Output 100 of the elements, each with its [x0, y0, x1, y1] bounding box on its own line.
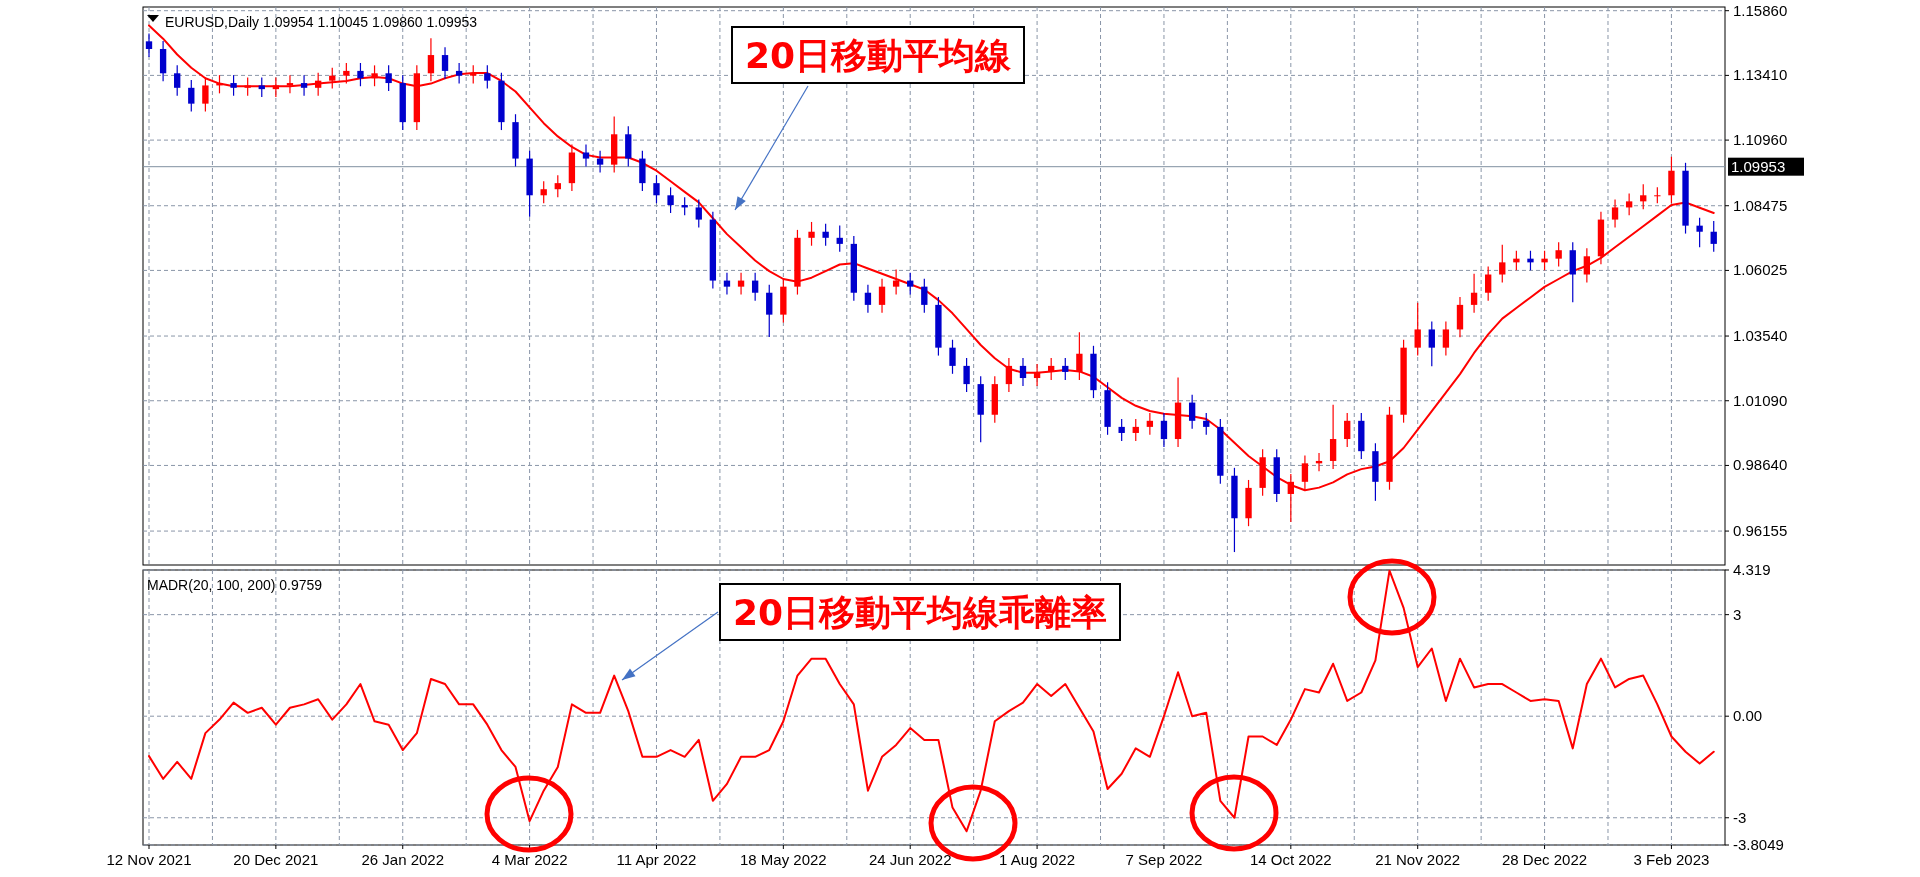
candlestick: [949, 339, 956, 375]
candlestick: [1541, 250, 1548, 271]
candlestick: [470, 64, 477, 85]
candlestick: [1527, 250, 1534, 271]
candlestick: [455, 62, 463, 85]
candlestick: [1428, 320, 1435, 367]
annotation: 20日移動平均線: [744, 35, 1013, 76]
candlestick: [1442, 320, 1450, 357]
x-tick-label: 24 Jun 2022: [868, 851, 952, 868]
candlestick: [695, 198, 702, 229]
x-tick-label: 28 Dec 2022: [1502, 851, 1588, 868]
candlestick: [1203, 412, 1210, 436]
candlestick: [766, 284, 773, 338]
y-tick-label: 0.98640: [1733, 456, 1788, 474]
candlestick: [907, 272, 914, 296]
candlestick: [963, 357, 970, 393]
candlestick: [653, 174, 660, 204]
x-tick-label: 14 Oct 2022: [1249, 851, 1332, 868]
candlestick: [1062, 357, 1069, 381]
candlestick: [441, 46, 449, 80]
candlestick: [1470, 273, 1478, 314]
candlestick: [202, 76, 209, 113]
y-tick-label: -3.8049: [1733, 836, 1784, 853]
x-tick-label: 21 Nov 2022: [1375, 851, 1461, 868]
candlestick: [329, 67, 336, 90]
candlestick: [1146, 412, 1154, 436]
text: EURUSD,Daily 1.09954 1.10045 1.09860 1.09953: [165, 14, 478, 30]
x-tick-label: 1 Aug 2022: [999, 851, 1076, 868]
x-tick-label: 3 Feb 2023: [1633, 851, 1710, 868]
x-tick-label: 26 Jan 2022: [361, 851, 445, 868]
candlestick: [681, 196, 688, 216]
candlestick: [1188, 394, 1196, 430]
candlestick: [878, 278, 886, 314]
candlestick: [343, 62, 350, 85]
x-tick-label: 12 Nov 2021: [106, 851, 192, 868]
candlestick: [258, 76, 265, 98]
candlestick: [1132, 418, 1139, 442]
candlestick: [751, 272, 759, 302]
y-tick-label: 3: [1733, 605, 1742, 623]
candlestick: [667, 186, 674, 214]
candlestick: [1005, 357, 1013, 393]
candlestick: [1710, 220, 1717, 253]
ref-line-label: 1.09953: [1731, 157, 1786, 175]
candlestick: [174, 64, 181, 97]
candlestick: [1019, 357, 1027, 387]
y-tick-label: 1.06025: [1733, 261, 1788, 279]
candlestick: [1640, 183, 1647, 210]
candlestick: [540, 180, 547, 204]
text: MADR(20, 100, 200) 0.9759: [147, 577, 323, 593]
candlestick: [864, 284, 872, 314]
y-tick-label: -3: [1733, 808, 1747, 826]
candlestick: [892, 268, 900, 296]
candlestick: [1611, 198, 1619, 229]
candlestick: [554, 174, 561, 198]
x-tick-label: 20 Dec 2021: [233, 851, 319, 868]
x-tick-label: 11 Apr 2022: [616, 851, 697, 868]
candlestick: [1625, 192, 1633, 216]
candlestick: [822, 223, 829, 247]
x-tick-label: 4 Mar 2022: [491, 851, 568, 868]
candlestick: [582, 143, 590, 168]
candlestick: [836, 224, 843, 253]
y-tick-label: 1.03540: [1733, 327, 1788, 345]
candlestick: [1485, 265, 1492, 302]
candlestick: [357, 62, 364, 87]
candlestick: [216, 74, 223, 94]
annotation: 20日移動平均線乖離率: [732, 592, 1108, 633]
y-tick-label: 0.96155: [1733, 522, 1788, 540]
x-tick-label: 18 May 2022: [739, 851, 827, 868]
candlestick: [921, 278, 928, 314]
candlestick: [272, 76, 280, 98]
candlestick: [1329, 404, 1337, 470]
candlestick: [385, 64, 392, 92]
y-tick-label: 0.00: [1733, 707, 1763, 725]
candlestick: [808, 221, 815, 247]
candlestick: [1414, 302, 1421, 357]
y-tick-label: 1.08475: [1733, 196, 1788, 214]
candlestick: [1048, 357, 1055, 381]
candlestick: [723, 272, 731, 296]
candlestick: [145, 32, 153, 58]
candlestick: [300, 74, 308, 97]
y-tick-label: 1.10960: [1733, 131, 1788, 149]
candlestick: [1696, 217, 1703, 248]
candlestick: [244, 76, 251, 97]
candlestick: [188, 79, 195, 113]
candlestick: [1344, 412, 1351, 448]
candlestick: [737, 272, 745, 296]
candlestick: [314, 72, 322, 97]
y-tick-label: 4.319: [1733, 561, 1771, 578]
candlestick: [230, 74, 237, 97]
candlestick: [484, 64, 491, 90]
candlestick: [1499, 244, 1506, 284]
candlestick: [1513, 250, 1520, 271]
y-tick-label: 1.01090: [1733, 391, 1788, 409]
y-tick-label: 1.15860: [1733, 1, 1788, 19]
candlestick: [596, 150, 604, 174]
candlestick: [1583, 247, 1591, 284]
candlestick: [1033, 363, 1041, 387]
line-series: [148, 569, 1715, 833]
x-tick-label: 7 Sep 2022: [1125, 851, 1203, 868]
candlestick: [371, 64, 378, 87]
